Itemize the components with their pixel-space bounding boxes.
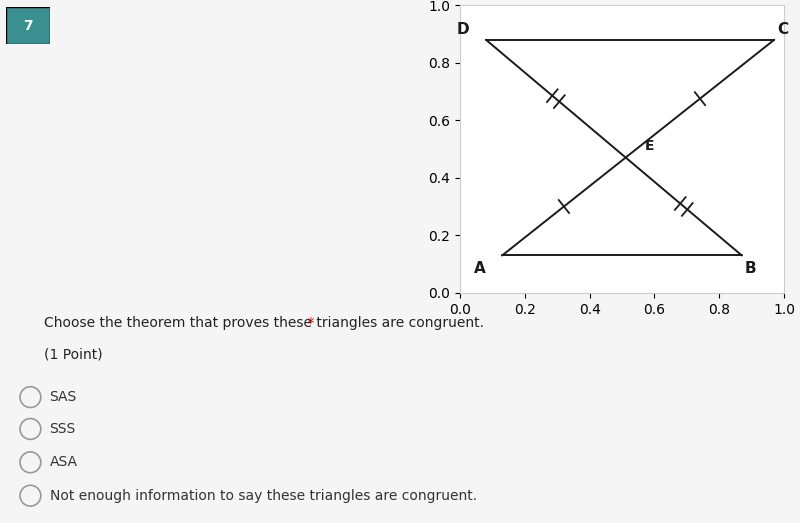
Text: SSS: SSS [50, 422, 76, 436]
Text: SAS: SAS [50, 390, 77, 404]
Text: Choose the theorem that proves these triangles are congruent.: Choose the theorem that proves these tri… [44, 316, 484, 331]
Text: C: C [778, 22, 789, 37]
Text: E: E [645, 139, 654, 153]
Text: (1 Point): (1 Point) [44, 348, 102, 362]
Text: *: * [303, 316, 315, 331]
Text: Not enough information to say these triangles are congruent.: Not enough information to say these tria… [50, 488, 477, 503]
Text: D: D [457, 22, 470, 37]
Text: A: A [474, 261, 486, 276]
Text: B: B [745, 261, 757, 276]
FancyBboxPatch shape [6, 7, 50, 44]
Text: 7: 7 [23, 19, 34, 32]
Text: ASA: ASA [50, 456, 78, 469]
